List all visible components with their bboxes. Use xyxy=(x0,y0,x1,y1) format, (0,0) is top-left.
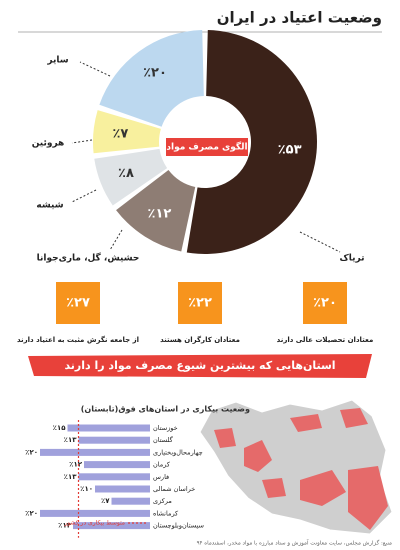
bar-category-label: خوزستان xyxy=(153,424,178,432)
bar xyxy=(40,509,150,517)
slice-category-label: سایر xyxy=(46,56,68,66)
bar-value-label: ٪۱۵ xyxy=(53,424,67,432)
banner-bg xyxy=(28,354,372,378)
slice-value-label: ٪۷ xyxy=(112,127,128,142)
stat-box xyxy=(56,282,100,324)
source: منبع: گزارش مجلس، سایت معاونت آموزش و ست… xyxy=(197,540,392,547)
bar xyxy=(78,473,150,481)
leader-line xyxy=(71,139,93,144)
legend-label: متوسط بیکاری در کشور xyxy=(63,520,125,527)
map-region xyxy=(244,440,272,472)
pie-slice xyxy=(99,30,204,127)
slice-category-label: حشیش، گل، ماری‌جوانا xyxy=(37,252,140,264)
stat-caption: معتادان کارگران هستند xyxy=(160,335,240,344)
pie-slice xyxy=(116,169,196,252)
bar-value-label: ٪۱۲ xyxy=(69,461,83,469)
map-region xyxy=(290,414,322,432)
slice-value-label: ٪۱۲ xyxy=(148,206,172,221)
stat-value: ٪۲۷ xyxy=(66,296,90,311)
page-title: وضعیت اعتیاد در ایران xyxy=(217,9,382,27)
map-region xyxy=(340,408,368,428)
pie-title: الگوی مصرف مواد xyxy=(166,141,247,153)
bar-category-label: مرکزی xyxy=(153,497,172,505)
map xyxy=(199,399,393,535)
pie-slice xyxy=(94,148,168,206)
stat-value: ٪۲۲ xyxy=(188,296,212,311)
pie-slice xyxy=(186,30,317,254)
slice-category-label: تریاک xyxy=(340,254,365,264)
stat-value: ٪۲۰ xyxy=(313,296,337,311)
slice-value-label: ٪۲۰ xyxy=(143,66,167,81)
stat-caption: معتادان تحصیلات عالی دارند xyxy=(277,336,374,344)
map-region xyxy=(300,470,346,506)
bar-category-label: چهارمحال‌وبختیاری xyxy=(153,448,203,456)
slice-value-label: ٪۸ xyxy=(118,166,134,181)
bar-category-label: فارس xyxy=(153,473,169,481)
bar-category-label: کرمانشاه xyxy=(153,509,179,517)
bar-value-label: ٪۲۰ xyxy=(25,448,38,456)
bar-value-label: ٪۱۰ xyxy=(80,485,93,493)
bar-category-label: خراسان شمالی xyxy=(153,485,195,493)
bar-value-label: ٪۱۳ xyxy=(64,436,78,444)
pie-slice xyxy=(93,110,161,154)
pie-title-box xyxy=(166,138,248,156)
bar-value-label: ٪۱۴ xyxy=(58,522,72,530)
stat-caption: از جامعه نگرش مثبت به اعتیاد دارند xyxy=(17,335,139,344)
slice-value-label: ٪۵۳ xyxy=(278,142,302,157)
bar-chart-title: وضعیت بیکاری در استان‌های فوق(تابستان) xyxy=(81,405,250,414)
bar-category-label: کرمان xyxy=(153,461,171,469)
map-region xyxy=(214,428,236,448)
slice-category-label: هروئین xyxy=(32,139,65,149)
bar xyxy=(67,424,150,432)
stat-box xyxy=(178,282,222,324)
banner-text: استان‌هایی که بیشترین شیوع مصرف مواد را … xyxy=(64,359,335,372)
bar xyxy=(73,522,150,530)
leader-line xyxy=(71,189,97,203)
leader-line xyxy=(299,231,341,253)
slice-category-label: شیشه xyxy=(36,201,63,211)
bar xyxy=(84,461,150,469)
leader-line xyxy=(79,61,111,77)
map-region xyxy=(348,466,388,530)
stat-box xyxy=(303,282,347,324)
leader-line xyxy=(109,229,123,251)
map-region xyxy=(262,478,286,498)
bar-value-label: ٪۷ xyxy=(101,497,110,505)
map-country xyxy=(199,399,393,535)
bar-category-label: گلستان xyxy=(153,436,174,444)
bar xyxy=(40,448,150,456)
bar-value-label: ٪۲۰ xyxy=(25,509,38,517)
bar-category-label: سیستان‌وبلوچستان xyxy=(153,522,204,530)
bar xyxy=(111,497,150,505)
bar xyxy=(95,485,150,493)
bar-value-label: ٪۱۳ xyxy=(64,473,78,481)
bar xyxy=(78,436,150,444)
